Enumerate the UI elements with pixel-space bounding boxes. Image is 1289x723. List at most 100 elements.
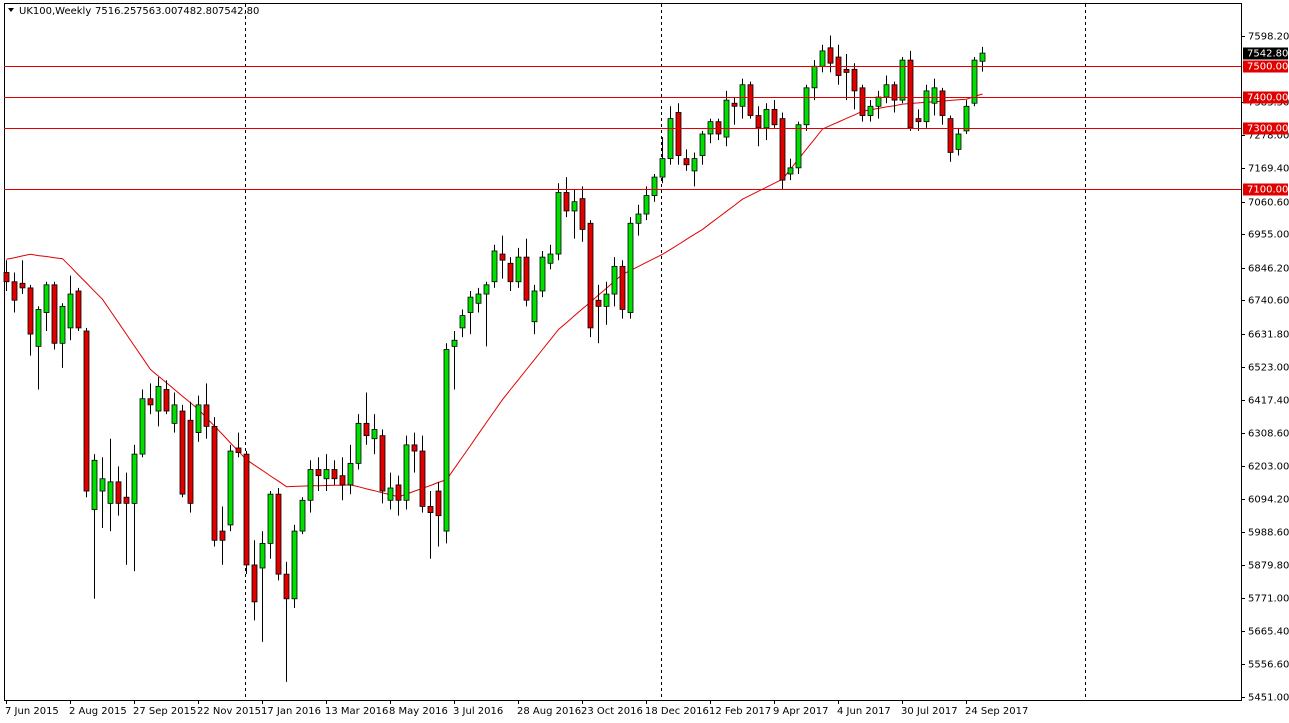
header-value: 7563.00 [136,6,177,17]
candle-body [971,59,978,104]
candle-body [155,385,162,412]
candle-body [347,462,354,486]
y-tick-label: 6955.00 [1248,230,1289,241]
candle-body [147,398,154,406]
candle-body [587,222,594,329]
candle-body [203,404,210,427]
candle-body [171,404,178,424]
candle-body [251,564,258,603]
header-value: 7516.25 [95,6,136,17]
y-tick-label: 6417.40 [1248,396,1289,407]
candle-body [747,84,754,116]
candle-body [475,293,482,304]
candle-body [275,493,282,575]
candle-body [675,112,682,156]
candle-body [363,422,370,437]
x-tick-label: 4 Jun 2017 [837,706,891,717]
candle-body [395,484,402,501]
candle-body [467,296,474,313]
candle-body [899,59,906,101]
candle-body [227,450,234,526]
candle-body [555,192,562,255]
candle-body [891,84,898,101]
candle-body [67,293,74,329]
candle-body [523,256,530,301]
y-tick-label: 6094.20 [1248,495,1289,506]
y-tick-label: 5988.60 [1248,528,1289,539]
candle-body [427,506,434,514]
header-value: 7482.80 [177,6,218,17]
moving-average [6,93,983,498]
y-tick-label: 5771.00 [1248,594,1289,605]
header-values: 7516.25 7563.00 7482.80 7542.80 [95,6,259,17]
candle-body [491,250,498,283]
y-tick-label: 6203.00 [1248,462,1289,473]
candle-body [291,530,298,600]
candle-body [635,213,642,224]
candle-body [531,290,538,323]
candle-body [219,530,226,541]
candle-body [339,475,346,486]
candle-body [107,481,114,504]
candle-body [795,124,802,169]
candle-body [331,469,338,480]
candle-body [451,339,458,347]
price-level-label: 7100.00 [1247,185,1288,196]
candle-body [499,253,506,261]
candle-body [179,410,186,495]
y-tick-label: 6523.00 [1248,363,1289,374]
x-tick-label: 7 Jun 2015 [5,706,59,717]
candle-body [763,108,770,129]
candle-body [979,52,986,62]
candle-body [27,287,34,335]
candle-body [211,426,218,541]
x-tick-label: 28 Aug 2016 [517,706,581,717]
candle-body [259,542,266,569]
candle-body [267,493,274,544]
candle-body [419,450,426,507]
y-tick-label: 6631.80 [1248,330,1289,341]
candle-body [459,315,466,329]
candle-body [787,167,794,175]
candle-body [699,133,706,156]
candle-body [771,108,778,126]
y-tick-label: 7060.60 [1248,198,1289,209]
candle-body [371,429,378,440]
candle-body [403,444,410,501]
y-tick-label: 7598.20 [1248,32,1289,43]
x-tick-label: 13 Mar 2016 [325,706,388,717]
header-value: 7542.80 [218,6,259,17]
candle-body [75,290,82,329]
price-level-label: 7400.00 [1247,93,1288,104]
price-level-tag [1243,60,1288,73]
x-tick-label: 23 Oct 2016 [581,706,643,717]
x-tick-label: 27 Sep 2015 [133,706,196,717]
menu-arrow [8,8,14,12]
candle-body [123,496,130,504]
y-tick-label: 6740.60 [1248,296,1289,307]
x-tick-label: 30 Jul 2017 [901,706,958,717]
y-tick-label: 5556.60 [1248,660,1289,671]
y-tick-label: 6308.60 [1248,429,1289,440]
candle-body [955,133,962,150]
x-tick-label: 18 Dec 2016 [645,706,709,717]
candle-body [923,90,930,123]
x-tick-label: 2 Aug 2015 [69,706,127,717]
candle-body [99,478,106,492]
candle-body [515,256,522,283]
candle-body [931,87,938,104]
candle-body [571,201,578,212]
candle-body [91,459,98,510]
candle-body [379,435,386,492]
candle-body [83,330,90,492]
candle-body [603,293,610,307]
candle-body [811,65,818,89]
candle-body [611,265,618,295]
candle-body [11,281,18,301]
candle-body [507,262,514,283]
candle-body [59,305,66,344]
candle-body [307,469,314,501]
candle-body [131,453,138,504]
candle-body [323,469,330,480]
